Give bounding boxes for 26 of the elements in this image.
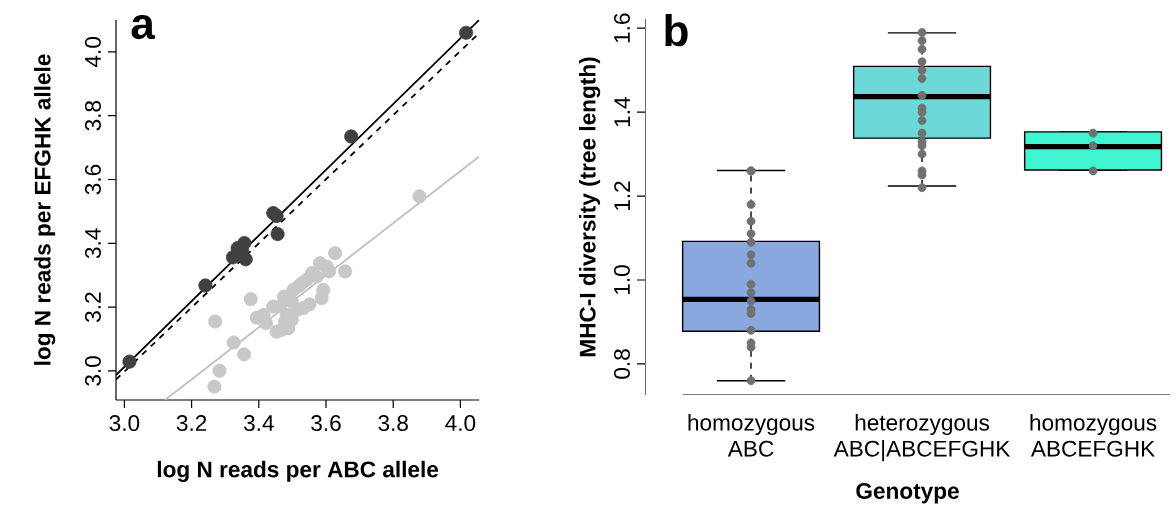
x-tick-label: 4.0 xyxy=(445,415,476,432)
x-tick-label: 3.2 xyxy=(176,415,207,432)
y-tick-label: 3.2 xyxy=(84,292,101,322)
y-axis-title: log N reads per EFGHK allele xyxy=(34,54,56,365)
x-tick-label: 3.4 xyxy=(243,415,274,432)
chart-title: a xyxy=(131,15,156,40)
y-tick-label: 3.0 xyxy=(84,356,101,386)
x-axis-title: Genotype xyxy=(856,482,959,504)
x-tick-label: 3.0 xyxy=(109,415,140,432)
y-tick-label: 1.4 xyxy=(614,97,630,127)
x-tick-label: homozygous ABC xyxy=(688,414,815,457)
x-tick-label: 3.6 xyxy=(311,415,341,432)
x-axis-title: log N reads per ABC allele xyxy=(157,460,439,482)
y-tick-label: 3.6 xyxy=(84,164,101,195)
y-axis-title: MHC-I diversity (tree length) xyxy=(579,57,601,357)
y-tick-label: 4.0 xyxy=(84,37,101,68)
chart-title: b xyxy=(665,14,688,47)
x-tick-label: 3.8 xyxy=(378,415,408,432)
y-tick-label: 1.0 xyxy=(613,265,630,294)
y-tick-label: 0.8 xyxy=(613,349,630,379)
y-tick-label: 1.2 xyxy=(614,181,630,211)
y-tick-label: 3.8 xyxy=(84,100,101,131)
x-tick-label: heterozygous ABC|ABCEFGHK xyxy=(833,414,1011,462)
y-tick-label: 1.6 xyxy=(613,13,630,43)
y-tick-label: 3.4 xyxy=(84,228,101,259)
x-tick-label: homozygous ABCEFGHK xyxy=(1030,414,1157,457)
